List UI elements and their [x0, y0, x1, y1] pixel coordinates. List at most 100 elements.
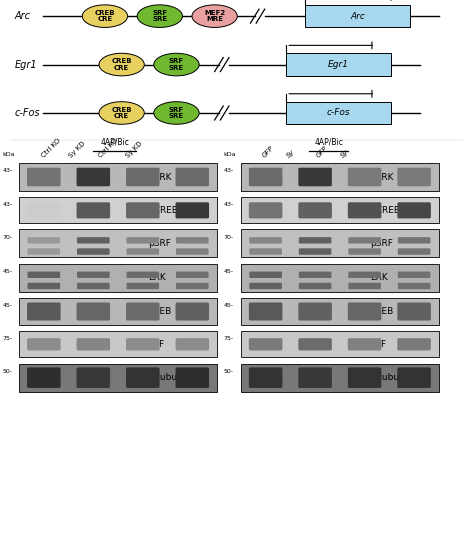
FancyBboxPatch shape [27, 338, 60, 350]
Text: 75-: 75- [2, 336, 12, 341]
Text: 43-: 43- [2, 168, 12, 173]
FancyBboxPatch shape [298, 302, 331, 321]
FancyBboxPatch shape [248, 168, 282, 186]
Text: Sy: Sy [286, 148, 296, 159]
FancyBboxPatch shape [28, 272, 60, 278]
FancyBboxPatch shape [347, 202, 381, 218]
Text: 75-: 75- [223, 336, 233, 341]
Text: MEF2
MRE: MEF2 MRE [204, 10, 225, 23]
Text: pERK: pERK [148, 173, 171, 181]
FancyBboxPatch shape [298, 249, 331, 255]
FancyBboxPatch shape [347, 237, 380, 244]
Text: ERK: ERK [148, 273, 165, 282]
FancyBboxPatch shape [126, 202, 159, 218]
FancyBboxPatch shape [347, 302, 381, 321]
FancyBboxPatch shape [298, 168, 331, 186]
FancyBboxPatch shape [397, 237, 429, 244]
Text: pERK: pERK [369, 173, 392, 181]
Bar [19, 331, 217, 357]
FancyBboxPatch shape [126, 249, 159, 255]
Text: GFP: GFP [261, 145, 275, 159]
Bar [19, 364, 217, 392]
Bar [240, 298, 438, 325]
Text: SRF
SRE: SRF SRE [152, 10, 167, 23]
Text: 45-: 45- [223, 303, 233, 308]
Text: 45-: 45- [223, 269, 233, 274]
Text: pSRF: pSRF [148, 239, 170, 247]
Text: CREB: CREB [369, 307, 393, 316]
FancyBboxPatch shape [126, 272, 159, 278]
Text: Egr1: Egr1 [327, 60, 348, 69]
FancyBboxPatch shape [175, 367, 208, 388]
Ellipse shape [153, 53, 199, 76]
FancyBboxPatch shape [249, 283, 281, 289]
FancyBboxPatch shape [176, 237, 208, 244]
FancyBboxPatch shape [27, 302, 60, 321]
Text: c-Fos: c-Fos [326, 109, 350, 117]
FancyBboxPatch shape [77, 237, 109, 244]
Text: CREB
CRE: CREB CRE [111, 107, 131, 119]
Ellipse shape [191, 5, 237, 27]
Bar [19, 264, 217, 292]
FancyBboxPatch shape [249, 249, 281, 255]
FancyBboxPatch shape [347, 168, 381, 186]
FancyBboxPatch shape [397, 367, 430, 388]
FancyBboxPatch shape [126, 237, 159, 244]
Bar [240, 364, 438, 392]
FancyBboxPatch shape [76, 338, 110, 350]
FancyBboxPatch shape [126, 168, 159, 186]
Text: Sy KD: Sy KD [125, 140, 143, 159]
Text: c-Fos: c-Fos [14, 108, 40, 118]
FancyBboxPatch shape [397, 168, 430, 186]
Text: 45-: 45- [2, 303, 12, 308]
FancyBboxPatch shape [397, 283, 429, 289]
FancyBboxPatch shape [28, 249, 60, 255]
Text: 70-: 70- [2, 235, 12, 239]
FancyBboxPatch shape [176, 249, 208, 255]
Text: Egr1: Egr1 [14, 60, 37, 69]
Text: α-tubulin: α-tubulin [148, 373, 188, 382]
FancyBboxPatch shape [77, 272, 109, 278]
FancyBboxPatch shape [298, 283, 331, 289]
Text: GFP: GFP [314, 145, 328, 159]
Text: Arc: Arc [14, 11, 30, 21]
FancyBboxPatch shape [298, 237, 331, 244]
Text: pCREB: pCREB [369, 206, 399, 215]
Text: Ctrl KO: Ctrl KO [98, 137, 119, 159]
FancyBboxPatch shape [298, 272, 331, 278]
Text: SRF: SRF [369, 340, 386, 349]
Text: 4AP/Bic: 4AP/Bic [100, 137, 129, 146]
Text: α-tubulin: α-tubulin [369, 373, 410, 382]
Text: Ctrl KO: Ctrl KO [40, 137, 62, 159]
Bar [19, 298, 217, 325]
FancyBboxPatch shape [76, 168, 110, 186]
FancyBboxPatch shape [175, 338, 208, 350]
Text: ERK: ERK [369, 273, 387, 282]
FancyBboxPatch shape [77, 249, 109, 255]
Text: 70-: 70- [223, 235, 233, 239]
Text: 50-: 50- [2, 369, 12, 374]
Text: 4AP/Bic: 4AP/Bic [314, 137, 342, 146]
FancyBboxPatch shape [28, 237, 60, 244]
Text: 43-: 43- [2, 202, 12, 207]
FancyBboxPatch shape [176, 283, 208, 289]
FancyBboxPatch shape [248, 338, 282, 350]
FancyBboxPatch shape [249, 272, 281, 278]
FancyBboxPatch shape [248, 367, 282, 388]
Text: CREB
CRE: CREB CRE [95, 10, 115, 23]
FancyBboxPatch shape [347, 249, 380, 255]
Ellipse shape [99, 102, 144, 124]
Text: Sy KD: Sy KD [68, 140, 86, 159]
Bar [240, 264, 438, 292]
Text: kDa: kDa [2, 152, 15, 157]
FancyBboxPatch shape [76, 202, 110, 218]
Ellipse shape [99, 53, 144, 76]
Bar [240, 331, 438, 357]
Text: 45-: 45- [2, 269, 12, 274]
Text: pSRF: pSRF [369, 239, 392, 247]
Text: CREB: CREB [148, 307, 172, 316]
Bar [305, 5, 409, 27]
Bar [240, 229, 438, 257]
Ellipse shape [153, 102, 199, 124]
Text: kDa: kDa [223, 152, 235, 157]
